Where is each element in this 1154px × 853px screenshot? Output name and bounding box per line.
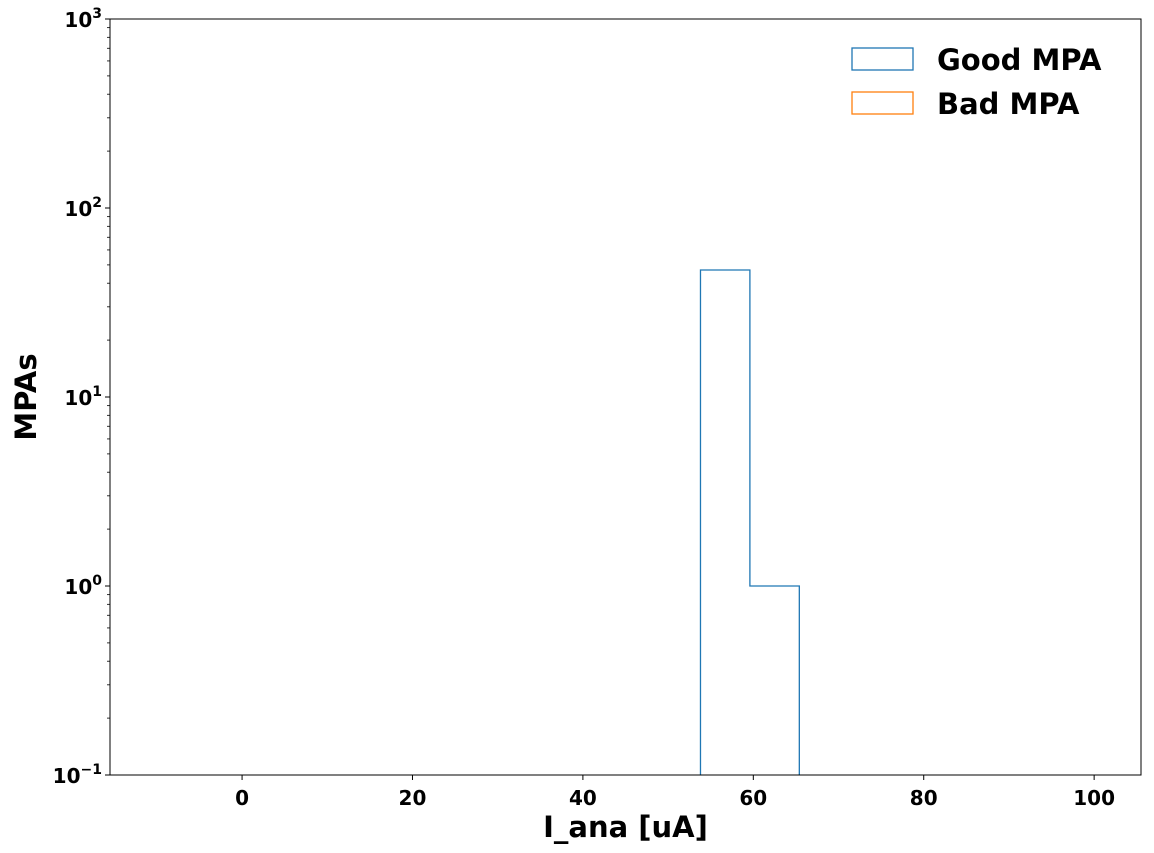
x-axis-label: I_ana [uA]: [543, 810, 708, 844]
y-axis: 10−1 100 101 102 103: [53, 6, 110, 788]
y-tick-label: 100: [64, 573, 102, 599]
plot-frame: [109, 18, 1142, 776]
x-axis: 0 20 40 60 80 100: [235, 775, 1115, 810]
y-axis-label: MPAs: [9, 353, 43, 440]
legend-swatch: [851, 47, 914, 71]
histogram-step-good-mpa: [699, 269, 800, 775]
y-tick-label: 10−1: [53, 762, 102, 788]
y-tick-label: 101: [64, 384, 102, 410]
x-tick-label: 20: [399, 786, 427, 810]
legend-swatch: [851, 91, 914, 115]
x-tick-label: 40: [569, 786, 597, 810]
y-tick-label: 102: [64, 195, 102, 221]
histogram-bars: [699, 269, 800, 775]
x-tick-label: 100: [1073, 786, 1115, 810]
x-tick-label: 60: [739, 786, 767, 810]
legend-label: Bad MPA: [937, 87, 1080, 121]
x-tick-label: 0: [235, 786, 249, 810]
legend: Good MPA Bad MPA: [851, 43, 1102, 121]
y-tick-label: 103: [64, 6, 102, 32]
x-tick-label: 80: [910, 786, 938, 810]
legend-label: Good MPA: [937, 43, 1102, 77]
